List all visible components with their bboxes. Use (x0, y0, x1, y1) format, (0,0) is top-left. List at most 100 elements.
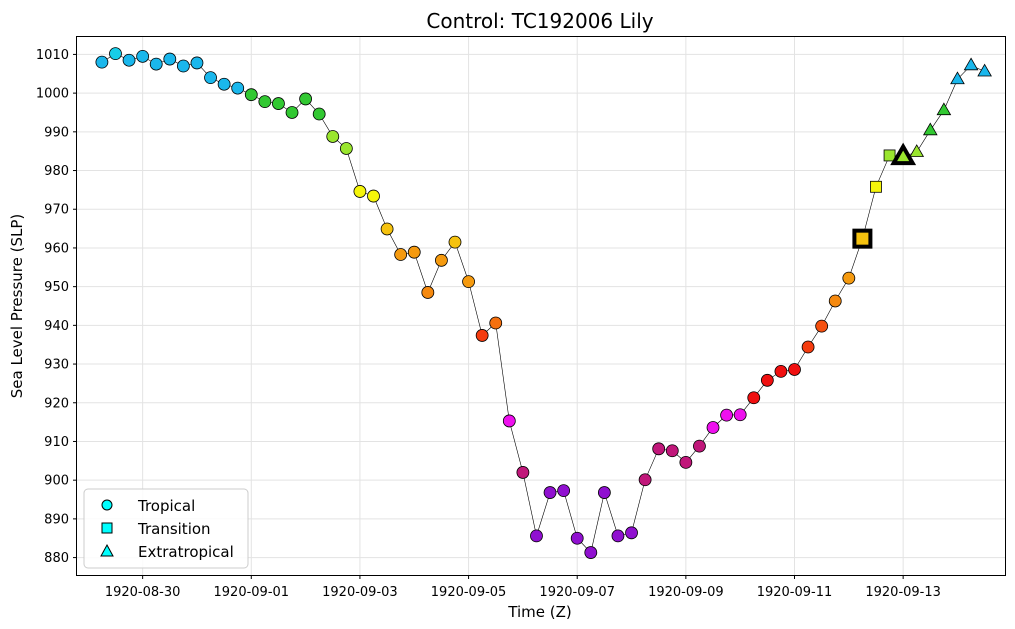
y-tick-label: 900 (44, 474, 69, 489)
y-tick-label: 960 (44, 241, 69, 256)
data-point-transition (870, 180, 882, 193)
data-point-extratropical (922, 122, 938, 136)
data-points (95, 47, 992, 559)
data-point-extratropical (890, 142, 917, 166)
data-point-tropical (828, 294, 842, 308)
data-point-extratropical (963, 57, 979, 71)
data-point-tropical (693, 439, 706, 453)
data-point-tropical (638, 473, 652, 487)
legend-circle-marker (101, 499, 113, 511)
data-point-tropical (475, 329, 489, 342)
data-point-tropical (747, 391, 761, 405)
data-point-tropical (516, 466, 530, 479)
data-point-tropical (557, 484, 571, 498)
data-point-tropical (367, 189, 380, 203)
x-axis-ticks: 1920-08-30 1920-09-01 1920-09-03 1920-09-05… (105, 575, 941, 600)
data-point-tropical (774, 365, 788, 378)
data-point-tropical (326, 130, 340, 143)
data-point-tropical (217, 77, 231, 91)
data-point-tropical (299, 92, 313, 106)
data-point-tropical (801, 340, 815, 354)
data-point-tropical (244, 88, 258, 102)
data-point-extratropical (936, 102, 952, 116)
data-point-transition (883, 149, 896, 162)
legend-label-tropical: Tropical (137, 497, 195, 515)
y-tick-label: 890 (44, 512, 69, 527)
data-point-extratropical (909, 144, 925, 157)
legend-square-marker (101, 522, 113, 534)
data-point-tropical (407, 245, 421, 259)
y-tick-label: 910 (44, 435, 69, 450)
data-point-tropical (272, 97, 285, 110)
y-axis-ticks: 880 890 900 910 920 930 940 950 960 970 980 990 1000… (36, 48, 77, 566)
data-point-tropical (435, 253, 448, 267)
data-point-tropical (597, 486, 611, 499)
data-point-tropical (353, 185, 367, 198)
data-point-tropical (122, 53, 136, 67)
data-point-tropical (285, 106, 299, 119)
data-point-tropical (163, 52, 177, 66)
y-axis-label: Sea Level Pressure (SLP) (8, 214, 26, 399)
data-point-tropical (625, 526, 638, 540)
data-point-tropical (462, 275, 475, 289)
data-point-tropical (720, 408, 733, 422)
data-point-tropical (706, 421, 720, 434)
legend-triangle-marker (100, 543, 114, 557)
data-point-tropical (258, 95, 272, 109)
data-point-transition (852, 228, 873, 249)
data-point-tropical (760, 373, 774, 387)
y-tick-label: 940 (44, 319, 69, 334)
data-point-tropical (652, 442, 666, 456)
data-point-tropical (380, 222, 394, 236)
y-tick-label: 1000 (36, 87, 69, 102)
x-tick-label: 1920-09-11 (757, 585, 833, 600)
legend-label-extratropical: Extratropical (138, 543, 234, 561)
data-point-tropical (665, 444, 679, 458)
grid (77, 37, 1005, 575)
x-tick-label: 1920-08-30 (105, 585, 181, 600)
x-tick-label: 1920-09-03 (322, 585, 398, 600)
y-tick-label: 1010 (36, 48, 69, 63)
data-point-tropical (95, 55, 109, 69)
y-tick-label: 950 (44, 280, 69, 295)
y-tick-label: 990 (44, 125, 69, 140)
data-point-tropical (611, 529, 625, 543)
legend: Tropical Transition Extratropical (83, 488, 249, 569)
data-point-tropical (788, 363, 801, 376)
data-point-tropical (530, 529, 543, 543)
x-tick-label: 1920-09-05 (431, 585, 507, 600)
data-point-extratropical (950, 71, 965, 85)
data-point-tropical (394, 248, 408, 261)
data-point-tropical (176, 59, 190, 73)
data-point-tropical (231, 81, 245, 95)
x-axis-label: Time (Z) (507, 603, 571, 621)
x-tick-label: 1920-09-07 (539, 585, 615, 600)
data-point-tropical (842, 271, 856, 285)
data-point-tropical (489, 316, 503, 330)
y-tick-label: 980 (44, 164, 69, 179)
data-point-tropical (136, 49, 150, 63)
x-tick-label: 1920-09-13 (865, 585, 941, 600)
data-point-tropical (421, 286, 435, 299)
chart-title: Control: TC192006 Lily (426, 9, 653, 33)
plot-frame (76, 36, 1006, 576)
data-point-tropical (543, 486, 557, 499)
data-point-tropical (584, 546, 598, 559)
y-tick-label: 930 (44, 358, 69, 373)
data-point-tropical (815, 319, 829, 333)
y-tick-label: 970 (44, 203, 69, 218)
y-tick-label: 880 (44, 551, 69, 566)
data-point-tropical (190, 56, 204, 70)
pressure-track-line (101, 53, 985, 554)
data-point-tropical (679, 455, 693, 469)
data-point-tropical (109, 47, 122, 61)
data-point-tropical (733, 408, 747, 422)
legend-label-transition: Transition (137, 520, 211, 538)
data-point-tropical (149, 57, 163, 71)
data-point-tropical (448, 235, 462, 249)
data-point-tropical (339, 142, 353, 155)
data-point-extratropical (977, 63, 992, 77)
data-point-tropical (312, 107, 326, 121)
y-tick-label: 920 (44, 396, 69, 411)
